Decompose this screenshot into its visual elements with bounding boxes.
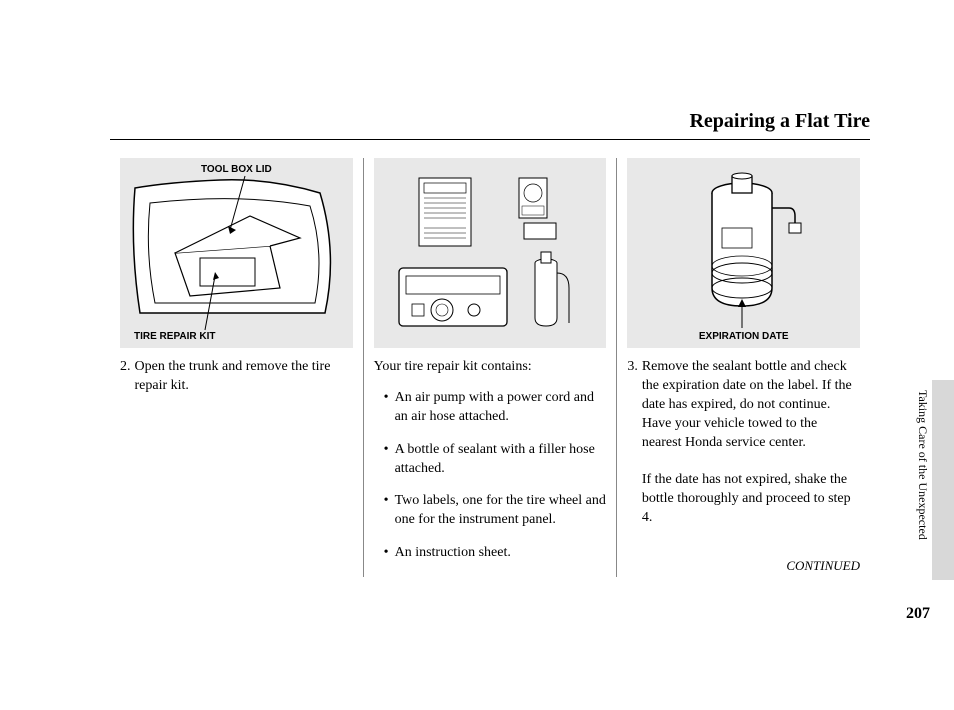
content-columns: TOOL BOX LID TIRE REPAIR KIT 2. Open the…	[110, 158, 870, 577]
trunk-illustration	[120, 158, 350, 348]
section-name: Taking Care of the Unexpected	[915, 390, 930, 540]
bullet-mark: •	[384, 441, 389, 479]
kit-bullet-list: •An air pump with a power cord and an ai…	[374, 389, 607, 563]
kit-bullet: •An air pump with a power cord and an ai…	[374, 389, 607, 427]
page-number: 207	[906, 605, 930, 623]
page-title: Repairing a Flat Tire	[110, 110, 870, 140]
figure-sealant-bottle: EXPIRATION DATE	[627, 158, 860, 348]
figure-trunk: TOOL BOX LID TIRE REPAIR KIT	[120, 158, 353, 348]
bullet-mark: •	[384, 492, 389, 530]
bullet-text: Two labels, one for the tire wheel and o…	[395, 492, 607, 530]
bullet-text: An air pump with a power cord and an air…	[395, 389, 607, 427]
kit-bullet: •A bottle of sealant with a filler hose …	[374, 441, 607, 479]
step-3-text-p2: If the date has not expired, shake the b…	[642, 472, 851, 525]
continued-label: CONTINUED	[627, 558, 860, 574]
bullet-text: An instruction sheet.	[395, 544, 511, 563]
section-tab	[932, 380, 954, 580]
fig3-label: EXPIRATION DATE	[699, 331, 789, 342]
kit-contents-illustration	[374, 158, 604, 348]
column-3: EXPIRATION DATE 3.	[616, 158, 870, 577]
step-2-text: Open the trunk and remove the tire repai…	[135, 358, 353, 396]
step-3-text-p1: Remove the sealant bottle and check the …	[642, 359, 852, 450]
step-3: 3. Remove the sealant bottle and check t…	[627, 358, 860, 528]
fig1-label-bottom: TIRE REPAIR KIT	[134, 331, 215, 342]
bullet-mark: •	[384, 389, 389, 427]
bottle-illustration	[627, 158, 857, 348]
figure-kit-contents	[374, 158, 607, 348]
fig1-label-top: TOOL BOX LID	[201, 164, 272, 175]
kit-intro: Your tire repair kit contains:	[374, 358, 607, 377]
column-2: Your tire repair kit contains: •An air p…	[363, 158, 617, 577]
step-2-number: 2.	[120, 358, 131, 396]
step-3-number: 3.	[627, 358, 638, 528]
step-2: 2. Open the trunk and remove the tire re…	[120, 358, 353, 396]
column-1: TOOL BOX LID TIRE REPAIR KIT 2. Open the…	[110, 158, 363, 577]
bullet-mark: •	[384, 544, 389, 563]
kit-bullet: •Two labels, one for the tire wheel and …	[374, 492, 607, 530]
kit-bullet: • An instruction sheet.	[374, 544, 607, 563]
bullet-text: A bottle of sealant with a filler hose a…	[395, 441, 607, 479]
